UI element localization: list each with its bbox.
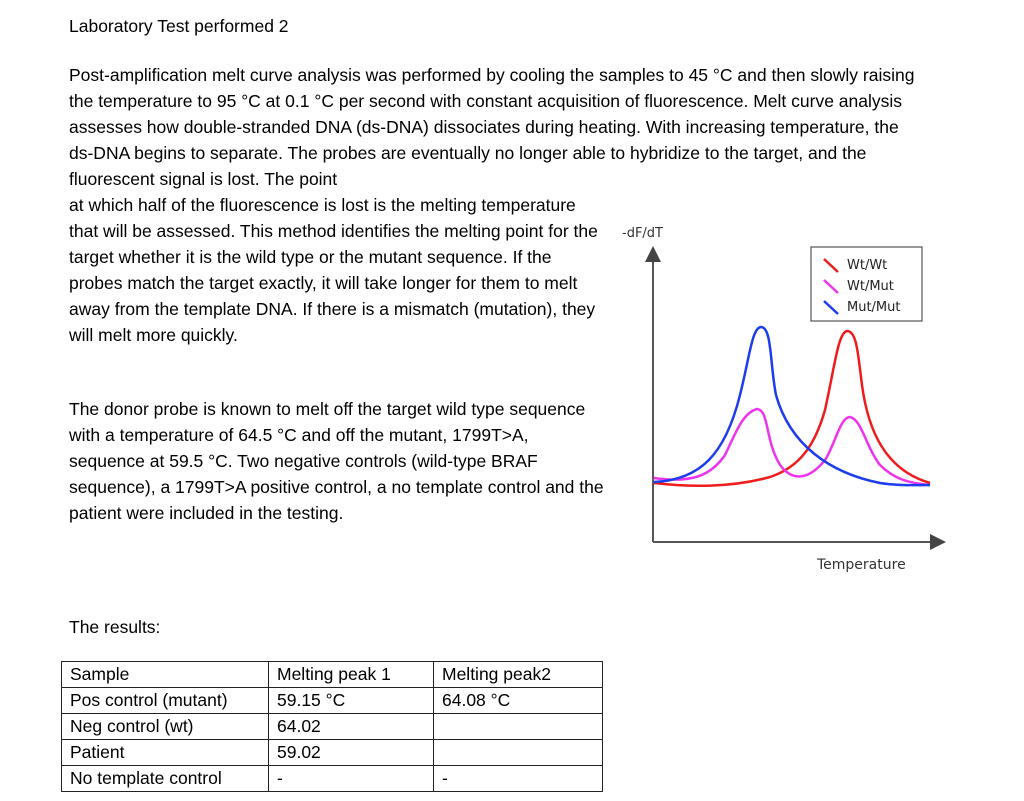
y-axis-arrow-icon [645, 246, 661, 262]
x-axis-arrow-icon [930, 534, 946, 550]
table-row: No template control - - [61, 765, 603, 792]
header-peak2: Melting peak2 [433, 661, 603, 688]
header-peak1: Melting peak 1 [268, 661, 434, 688]
cell-peak2 [433, 739, 603, 766]
cell-sample: Patient [61, 739, 269, 766]
melt-curve-chart: -dF/dT Temperature Wt/Wt Wt/Mut Mut/Mut [622, 226, 946, 573]
header-sample: Sample [61, 661, 269, 688]
table-header-row: Sample Melting peak 1 Melting peak2 [61, 661, 603, 688]
cell-peak2 [433, 713, 603, 740]
results-table: Sample Melting peak 1 Melting peak2 Pos … [61, 661, 603, 792]
legend-swatch-wtwt [823, 258, 839, 273]
results-label: The results: [69, 617, 161, 637]
paragraph-method: Post-amplification melt curve analysis w… [69, 65, 915, 189]
legend-swatch-wtmut [823, 279, 839, 294]
cell-peak2: - [433, 765, 603, 792]
legend-label-wtmut: Wt/Mut [847, 279, 894, 294]
legend-swatch-mutmut [823, 300, 839, 315]
document-title: Laboratory Test performed 2 [69, 16, 289, 36]
cell-sample: Neg control (wt) [61, 713, 269, 740]
curve-mutmut [653, 325, 931, 487]
curve-wtmut [653, 407, 931, 487]
y-axis-label: -dF/dT [622, 226, 663, 241]
cell-peak1: 64.02 [268, 713, 434, 740]
paragraph-probe: The donor probe is known to melt off the… [69, 399, 604, 523]
cell-peak2: 64.08 °C [433, 687, 603, 714]
table-row: Patient 59.02 [61, 739, 603, 766]
table-row: Pos control (mutant) 59.15 °C 64.08 °C [61, 687, 603, 714]
cell-sample: Pos control (mutant) [61, 687, 269, 714]
cell-peak1: 59.15 °C [268, 687, 434, 714]
x-axis-label: Temperature [816, 557, 906, 573]
legend-label-wtwt: Wt/Wt [847, 258, 887, 273]
legend-label-mutmut: Mut/Mut [847, 300, 901, 315]
paragraph-method-continued: at which half of the fluorescence is los… [69, 195, 598, 345]
curve-wtwt [653, 329, 931, 487]
table-row: Neg control (wt) 64.02 [61, 713, 603, 740]
cell-peak1: 59.02 [268, 739, 434, 766]
cell-peak1: - [268, 765, 434, 792]
cell-sample: No template control [61, 765, 269, 792]
